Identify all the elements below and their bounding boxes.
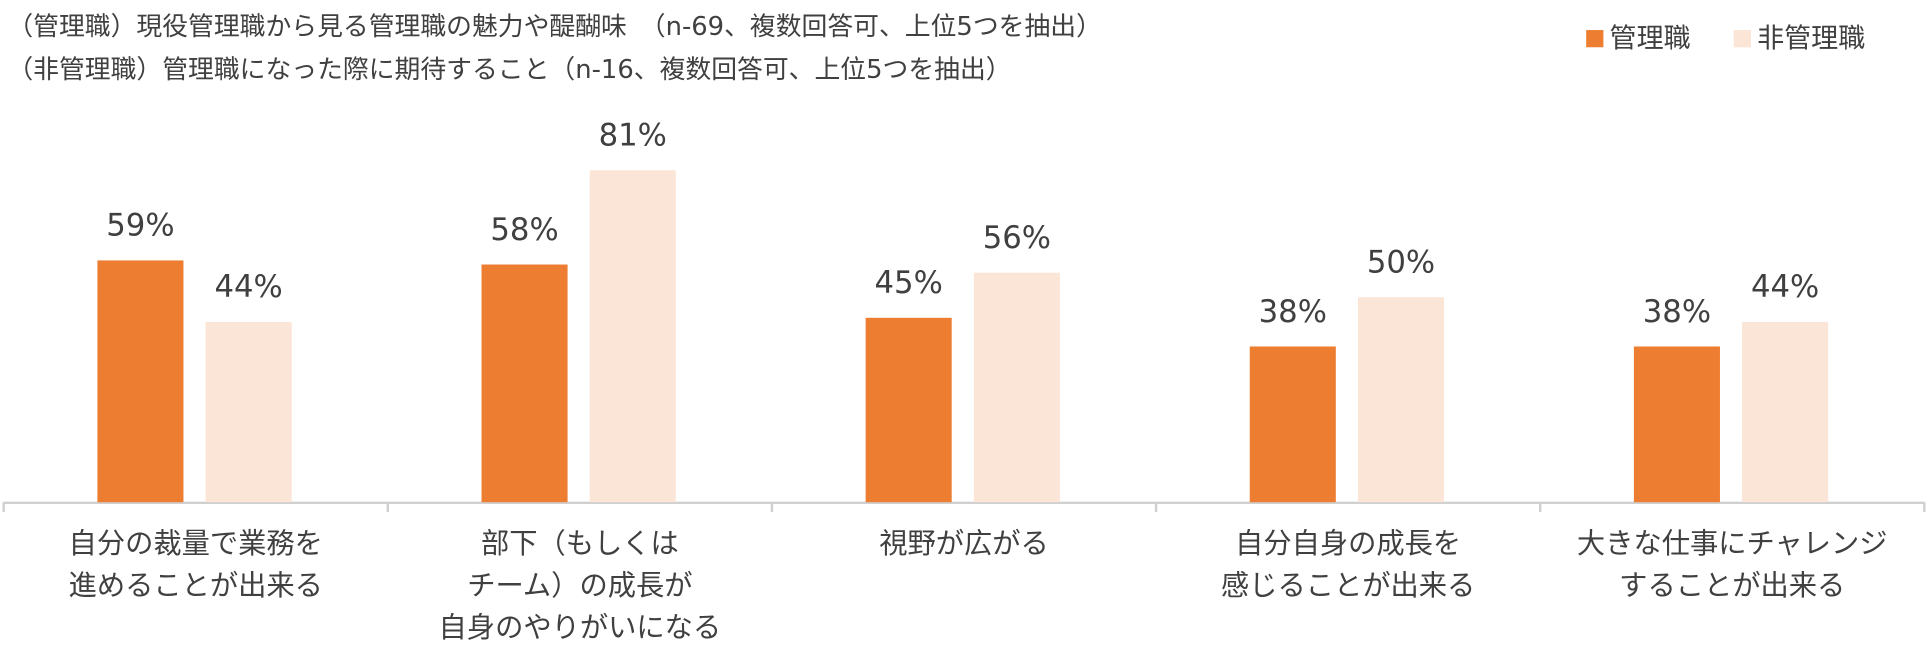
- value-label: 50%: [1367, 245, 1435, 281]
- value-label: 38%: [1643, 294, 1711, 330]
- chart-subtitle: （非管理職）管理職になった際に期待すること（n-16、複数回答可、上位5つを抽出…: [7, 55, 1011, 85]
- value-label: 38%: [1259, 294, 1327, 330]
- bar: [973, 272, 1060, 503]
- legend-swatch: [1733, 30, 1751, 48]
- bar: [1633, 346, 1720, 503]
- value-label: 81%: [599, 118, 667, 154]
- value-label: 58%: [490, 212, 558, 248]
- bar: [589, 170, 676, 503]
- value-label: 59%: [106, 208, 174, 244]
- bar: [205, 321, 292, 503]
- bar: [1249, 346, 1336, 503]
- x-tick-label: 視野が広がる: [879, 527, 1049, 560]
- bar: [481, 264, 568, 503]
- bar: [97, 260, 184, 503]
- value-label: 44%: [214, 269, 282, 305]
- value-label: 45%: [875, 265, 943, 301]
- legend-label: 管理職: [1610, 23, 1691, 54]
- x-tick-label: 自分自身の成長を感じることが出来る: [1221, 527, 1475, 602]
- chart-title: （管理職）現役管理職から見る管理職の魅力や醍醐味 （n-69、複数回答可、上位5…: [7, 12, 1102, 42]
- x-tick-label: 自分の裁量で業務を進めることが出来る: [69, 527, 323, 602]
- x-tick-label: 部下（もしくはチーム）の成長が自身のやりがいになる: [439, 527, 722, 644]
- bar: [1357, 297, 1445, 503]
- value-label: 56%: [983, 220, 1051, 256]
- value-label: 44%: [1751, 269, 1819, 305]
- legend-swatch: [1586, 30, 1604, 48]
- legend-label: 非管理職: [1757, 23, 1865, 54]
- bar: [865, 317, 952, 503]
- bar: [1742, 321, 1829, 503]
- x-tick-label: 大きな仕事にチャレンジすることが出来る: [1577, 527, 1888, 602]
